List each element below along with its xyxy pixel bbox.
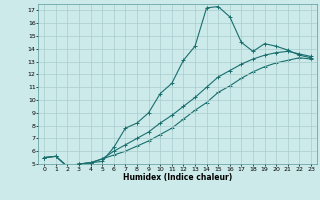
X-axis label: Humidex (Indice chaleur): Humidex (Indice chaleur)	[123, 173, 232, 182]
